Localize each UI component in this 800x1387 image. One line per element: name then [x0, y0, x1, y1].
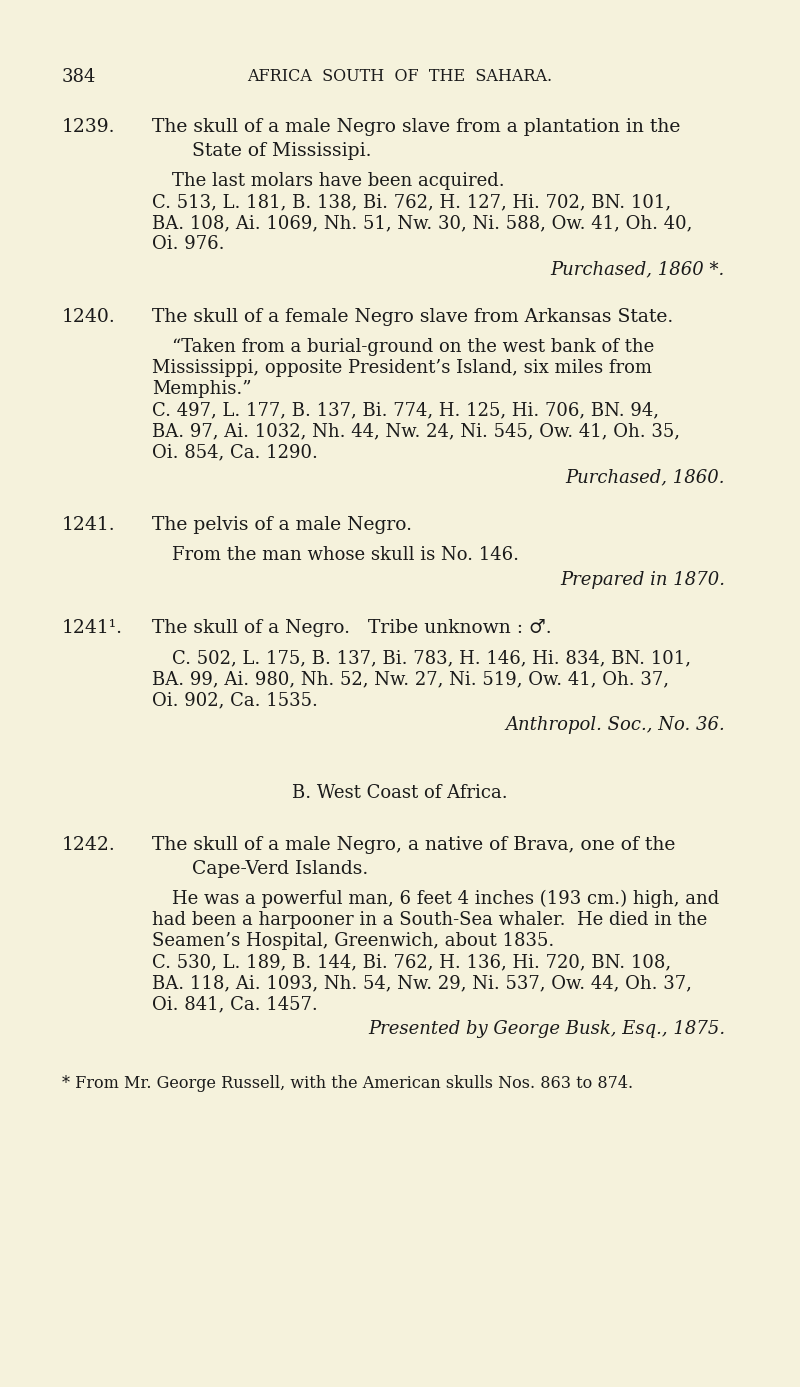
Text: State of Mississipi.: State of Mississipi.	[192, 141, 371, 160]
Text: “Taken from a burial-ground on the west bank of the: “Taken from a burial-ground on the west …	[172, 338, 654, 356]
Text: Prepared in 1870.: Prepared in 1870.	[560, 571, 725, 589]
Text: 1241.: 1241.	[62, 516, 116, 534]
Text: From the man whose skull is No. 146.: From the man whose skull is No. 146.	[172, 546, 519, 565]
Text: Oi. 976.: Oi. 976.	[152, 234, 225, 252]
Text: Oi. 841, Ca. 1457.: Oi. 841, Ca. 1457.	[152, 994, 318, 1013]
Text: Purchased, 1860 *.: Purchased, 1860 *.	[550, 259, 725, 277]
Text: B. West Coast of Africa.: B. West Coast of Africa.	[292, 784, 508, 802]
Text: The last molars have been acquired.: The last molars have been acquired.	[172, 172, 505, 190]
Text: C. 530, L. 189, B. 144, Bi. 762, H. 136, Hi. 720, BN. 108,: C. 530, L. 189, B. 144, Bi. 762, H. 136,…	[152, 953, 671, 971]
Text: C. 513, L. 181, B. 138, Bi. 762, H. 127, Hi. 702, BN. 101,: C. 513, L. 181, B. 138, Bi. 762, H. 127,…	[152, 193, 671, 211]
Text: Oi. 902, Ca. 1535.: Oi. 902, Ca. 1535.	[152, 691, 318, 709]
Text: AFRICA  SOUTH  OF  THE  SAHARA.: AFRICA SOUTH OF THE SAHARA.	[247, 68, 553, 85]
Text: The skull of a female Negro slave from Arkansas State.: The skull of a female Negro slave from A…	[152, 308, 674, 326]
Text: 1242.: 1242.	[62, 836, 116, 854]
Text: BA. 99, Ai. 980, Nh. 52, Nw. 27, Ni. 519, Ow. 41, Oh. 37,: BA. 99, Ai. 980, Nh. 52, Nw. 27, Ni. 519…	[152, 670, 669, 688]
Text: 384: 384	[62, 68, 96, 86]
Text: Anthropol. Soc., No. 36.: Anthropol. Soc., No. 36.	[506, 716, 725, 734]
Text: BA. 97, Ai. 1032, Nh. 44, Nw. 24, Ni. 545, Ow. 41, Oh. 35,: BA. 97, Ai. 1032, Nh. 44, Nw. 24, Ni. 54…	[152, 422, 680, 440]
Text: 1241¹.: 1241¹.	[62, 619, 123, 637]
Text: Cape-Verd Islands.: Cape-Verd Islands.	[192, 860, 368, 878]
Text: BA. 118, Ai. 1093, Nh. 54, Nw. 29, Ni. 537, Ow. 44, Oh. 37,: BA. 118, Ai. 1093, Nh. 54, Nw. 29, Ni. 5…	[152, 974, 692, 992]
Text: Purchased, 1860.: Purchased, 1860.	[566, 467, 725, 485]
Text: Oi. 854, Ca. 1290.: Oi. 854, Ca. 1290.	[152, 442, 318, 460]
Text: He was a powerful man, 6 feet 4 inches (193 cm.) high, and: He was a powerful man, 6 feet 4 inches (…	[172, 890, 719, 908]
Text: The skull of a Negro.   Tribe unknown : ♂.: The skull of a Negro. Tribe unknown : ♂.	[152, 619, 552, 637]
Text: BA. 108, Ai. 1069, Nh. 51, Nw. 30, Ni. 588, Ow. 41, Oh. 40,: BA. 108, Ai. 1069, Nh. 51, Nw. 30, Ni. 5…	[152, 214, 692, 232]
Text: The pelvis of a male Negro.: The pelvis of a male Negro.	[152, 516, 412, 534]
Text: * From Mr. George Russell, with the American skulls Nos. 863 to 874.: * From Mr. George Russell, with the Amer…	[62, 1075, 633, 1092]
Text: 1239.: 1239.	[62, 118, 115, 136]
Text: Presented by George Busk, Esq., 1875.: Presented by George Busk, Esq., 1875.	[368, 1019, 725, 1037]
Text: C. 502, L. 175, B. 137, Bi. 783, H. 146, Hi. 834, BN. 101,: C. 502, L. 175, B. 137, Bi. 783, H. 146,…	[172, 649, 691, 667]
Text: C. 497, L. 177, B. 137, Bi. 774, H. 125, Hi. 706, BN. 94,: C. 497, L. 177, B. 137, Bi. 774, H. 125,…	[152, 401, 659, 419]
Text: 1240.: 1240.	[62, 308, 116, 326]
Text: The skull of a male Negro slave from a plantation in the: The skull of a male Negro slave from a p…	[152, 118, 680, 136]
Text: had been a harpooner in a South-Sea whaler.  He died in the: had been a harpooner in a South-Sea whal…	[152, 911, 707, 929]
Text: Mississippi, opposite President’s Island, six miles from: Mississippi, opposite President’s Island…	[152, 359, 652, 377]
Text: Seamen’s Hospital, Greenwich, about 1835.: Seamen’s Hospital, Greenwich, about 1835…	[152, 932, 554, 950]
Text: The skull of a male Negro, a native of Brava, one of the: The skull of a male Negro, a native of B…	[152, 836, 675, 854]
Text: Memphis.”: Memphis.”	[152, 380, 252, 398]
